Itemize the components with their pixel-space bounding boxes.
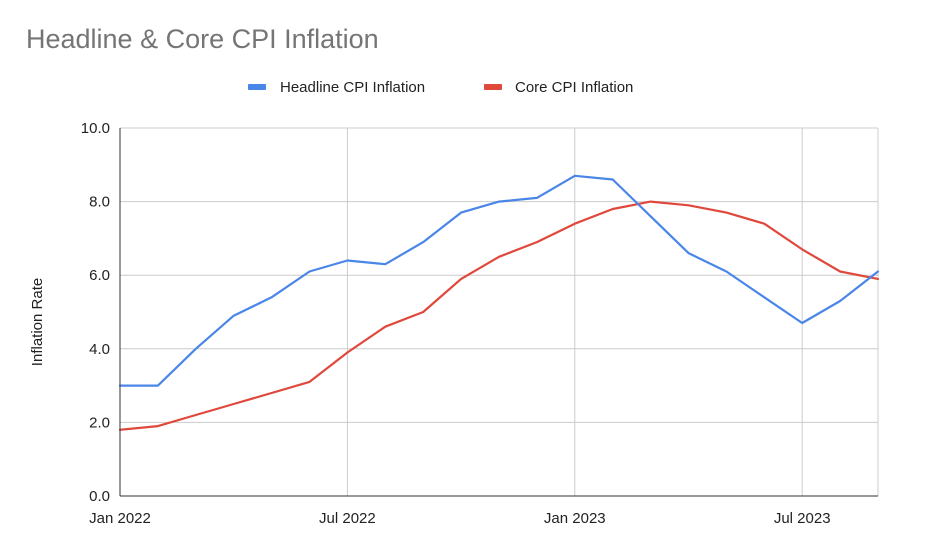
x-tick-label: Jan 2023 — [544, 510, 606, 527]
headline-cpi-inflation-legend-label: Headline CPI Inflation — [280, 79, 425, 96]
core-cpi-inflation-line — [118, 200, 880, 431]
headline-cpi-inflation-line — [118, 174, 880, 387]
core-cpi-inflation-legend-label: Core CPI Inflation — [515, 79, 633, 96]
series-layer — [118, 174, 880, 431]
chart-title: Headline & Core CPI Inflation — [26, 24, 379, 54]
y-axis-title: Inflation Rate — [29, 278, 46, 366]
y-tick-label: 6.0 — [89, 267, 110, 284]
grid-lines — [120, 127, 879, 496]
y-tick-label: 10.0 — [81, 120, 110, 137]
x-tick-label: Jul 2022 — [319, 510, 376, 527]
x-tick-label: Jul 2023 — [774, 510, 831, 527]
y-tick-label: 0.0 — [89, 488, 110, 505]
x-tick-label: Jan 2022 — [89, 510, 151, 527]
legend: Headline CPI Inflation Core CPI Inflation — [248, 79, 633, 96]
core-cpi-inflation-legend-swatch — [484, 84, 502, 90]
y-tick-label: 2.0 — [89, 414, 110, 431]
y-tick-label: 8.0 — [89, 194, 110, 211]
headline-cpi-inflation-legend-swatch — [248, 84, 266, 90]
y-tick-label: 4.0 — [89, 341, 110, 358]
axes: 0.0 2.0 4.0 6.0 8.0 10.0 Jan 2022 Jul 2022 Jan 2… — [81, 120, 878, 527]
